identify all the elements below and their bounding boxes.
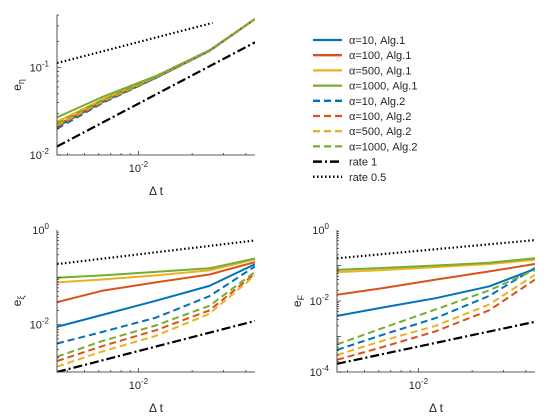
series-line-100-alg-1 [337,263,535,296]
y-tick-label: 10-2 [30,147,50,162]
axes-frame [56,15,255,156]
legend-entry-100-alg-2: α=100, Alg.2 [313,111,411,123]
series-line-10-alg-2 [57,265,255,345]
legend-label: α=500, Alg.2 [349,126,411,138]
series-line-500-alg-2 [337,273,535,357]
series-line-100-alg-2 [337,278,535,361]
y-axis-label: eF [290,294,306,307]
legend-entry-100-alg-1: α=100, Alg.1 [313,50,411,62]
legend-entry-10-alg-2: α=10, Alg.2 [313,96,405,108]
y-tick-label: 10-2 [30,317,50,332]
legend-label: α=10, Alg.1 [349,35,405,47]
series-line-rate-1 [57,319,255,372]
series-line-1000-alg-2 [57,271,255,358]
eta-error-plot: 10-210-110-2Δ teη [10,14,255,198]
y-tick-label: 100 [312,222,329,237]
y-axis-label: eξ [10,296,26,307]
legend-entry-rate-1: rate 1 [313,157,377,169]
series-line-10-alg-1 [337,267,535,317]
x-axis-label: Δ t [149,401,164,415]
y-tick-label: 10-4 [310,364,330,379]
legend-entry-1000-alg-1: α=1000, Alg.1 [313,81,417,93]
series-line-1000-alg-2 [337,268,535,346]
series-line-1000-alg-2 [57,18,255,125]
y-axis-label: eη [10,79,26,91]
series-line-rate-0-5 [57,239,255,266]
series-line-10-alg-2 [337,267,535,351]
series-line-500-alg-2 [57,18,255,126]
series-line-1000-alg-1 [337,257,535,271]
x-axis-label: Δ t [149,184,164,198]
series-line-500-alg-1 [57,258,255,284]
legend-entry-500-alg-2: α=500, Alg.2 [313,126,411,138]
series-line-100-alg-1 [57,261,255,304]
series-line-1000-alg-1 [57,18,255,119]
legend: α=10, Alg.1 α=100, Alg.1 α=500, Alg.1 α=100… [313,35,417,184]
series-line-500-alg-2 [57,274,255,368]
series-line-rate-1 [57,41,255,148]
x-axis-label: Δ t [429,401,444,415]
x-tick-label: 10-2 [409,377,429,392]
series-line-500-alg-1 [57,18,255,123]
legend-label: α=1000, Alg.2 [349,141,417,153]
series-line-100-alg-2 [57,272,255,363]
series-line-10-alg-2 [57,18,255,130]
x-tick-label: 10-2 [129,160,149,175]
series-line-1000-alg-1 [57,257,255,279]
legend-entry-500-alg-1: α=500, Alg.1 [313,65,411,77]
legend-label: α=100, Alg.2 [349,111,411,123]
legend-label: α=10, Alg.2 [349,96,405,108]
series-line-rate-1 [337,320,535,365]
legend-entry-rate-0-5: rate 0.5 [313,172,386,184]
y-tick-label: 10-2 [310,293,330,308]
series-line-10-alg-1 [57,263,255,328]
plot-lines [57,18,255,148]
axes-frame [336,230,535,373]
series-line-rate-0-5 [57,21,213,65]
legend-label: rate 0.5 [349,172,386,184]
legend-label: α=500, Alg.1 [349,65,411,77]
legend-entry-1000-alg-2: α=1000, Alg.2 [313,141,417,153]
legend-label: α=1000, Alg.1 [349,81,417,93]
x-tick-label: 10-2 [129,377,149,392]
plot-lines [57,239,255,372]
y-tick-label: 100 [32,222,49,237]
legend-label: α=100, Alg.1 [349,50,411,62]
series-line-500-alg-1 [337,258,535,274]
y-tick-label: 10-1 [30,60,50,75]
legend-entry-10-alg-1: α=10, Alg.1 [313,35,405,47]
series-line-rate-0-5 [337,239,535,260]
legend-label: rate 1 [349,157,377,169]
plot-lines [337,239,535,365]
